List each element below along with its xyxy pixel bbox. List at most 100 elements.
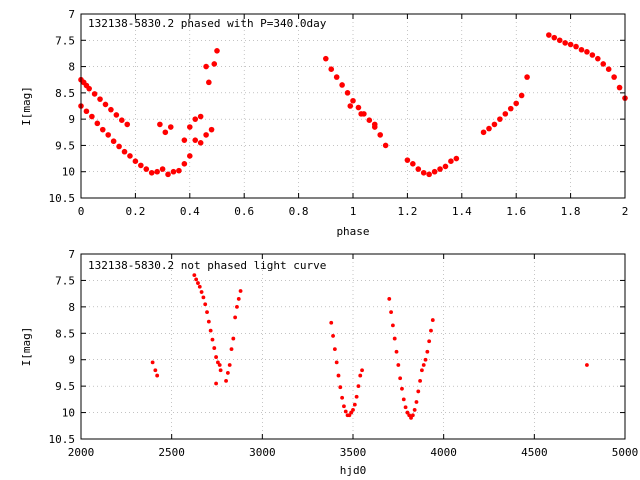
- data-point: [407, 413, 412, 418]
- data-point: [208, 126, 215, 133]
- data-point: [420, 368, 424, 373]
- data-point: [354, 394, 359, 399]
- data-point: [342, 404, 346, 409]
- x-tick-label: 0.8: [289, 205, 309, 218]
- data-point: [110, 138, 117, 145]
- data-point: [83, 108, 90, 115]
- x-tick-label: 3500: [340, 446, 367, 459]
- data-point: [210, 337, 215, 342]
- top-axis-ticks: 0 0.2 0.4 0.6 0.8 1 1.2 1.4 1.6 1.8 2 7 7.5 8 8.5 9 9.5 1…: [49, 8, 629, 218]
- data-point: [99, 126, 106, 133]
- data-point: [165, 171, 171, 178]
- data-point: [358, 373, 363, 378]
- x-tick-label: 1: [350, 205, 357, 218]
- data-point: [349, 410, 354, 415]
- y-tick-label: 8.5: [55, 87, 75, 100]
- data-point: [351, 408, 355, 412]
- data-point: [333, 74, 340, 80]
- x-tick-label: 3000: [249, 446, 276, 459]
- data-point: [216, 360, 220, 365]
- data-point: [162, 129, 169, 136]
- data-point: [418, 378, 422, 383]
- data-point: [199, 290, 204, 294]
- data-point: [480, 129, 487, 136]
- data-point: [491, 121, 498, 128]
- y-tick-label: 7.5: [55, 274, 75, 287]
- data-point: [89, 113, 95, 120]
- data-point: [382, 142, 389, 149]
- y-tick-label: 10: [62, 166, 75, 179]
- data-point: [124, 121, 131, 128]
- top-chart-title: 132138-5830.2 phased with P=340.0day: [88, 17, 327, 30]
- y-tick-label: 9.5: [55, 380, 75, 393]
- data-point: [389, 310, 393, 315]
- data-point: [334, 360, 339, 365]
- data-point: [421, 363, 426, 367]
- data-point: [332, 347, 337, 352]
- data-point: [181, 161, 188, 167]
- x-tick-label: 5000: [612, 446, 639, 459]
- data-point: [410, 161, 416, 167]
- data-point: [403, 405, 408, 410]
- data-point: [556, 37, 563, 44]
- bottom-chart-title: 132138-5830.2 not phased light curve: [88, 259, 326, 272]
- data-point: [225, 371, 230, 375]
- data-point: [113, 112, 120, 118]
- bottom-x-axis-label: hjd0: [340, 464, 367, 477]
- data-point: [192, 273, 197, 278]
- bottom-panel-unphased: 2000 2500 3000 3500 4000 4500 5000 7 7.5 8 8.5 9 9.5…: [20, 248, 638, 477]
- data-point: [203, 302, 208, 307]
- top-panel-phased: 0 0.2 0.4 0.6 0.8 1 1.2 1.4 1.6 1.8 2 7 7.5 8 8.5 9 9.5 1…: [20, 8, 628, 238]
- data-point: [214, 355, 218, 359]
- data-point: [205, 310, 209, 315]
- data-point: [218, 368, 223, 373]
- y-tick-label: 10.5: [49, 433, 76, 446]
- data-point: [396, 363, 401, 367]
- data-point: [231, 336, 236, 341]
- data-point: [203, 63, 209, 70]
- data-point: [329, 320, 334, 325]
- data-point: [595, 55, 601, 62]
- data-point: [502, 111, 509, 117]
- data-point: [214, 381, 218, 386]
- data-point: [235, 304, 239, 309]
- data-point: [143, 166, 150, 172]
- data-point: [425, 349, 430, 354]
- data-point: [148, 169, 155, 176]
- data-point: [132, 158, 139, 164]
- data-point: [187, 124, 193, 130]
- data-point: [340, 395, 345, 400]
- data-point: [127, 153, 133, 159]
- data-point: [170, 168, 177, 175]
- data-point: [513, 100, 519, 107]
- data-point: [91, 91, 98, 97]
- data-point: [181, 137, 188, 143]
- data-point: [236, 297, 241, 301]
- data-point: [331, 334, 335, 338]
- data-point: [415, 166, 422, 172]
- data-point: [442, 163, 449, 170]
- data-point: [405, 410, 410, 415]
- data-point: [429, 328, 433, 333]
- data-point: [94, 120, 101, 127]
- data-point: [616, 84, 623, 91]
- data-point: [97, 96, 103, 102]
- data-point: [343, 409, 348, 414]
- bottom-axis-ticks: 2000 2500 3000 3500 4000 4500 5000 7 7.5 8 8.5 9 9.5…: [49, 248, 639, 459]
- data-point: [192, 116, 199, 122]
- data-point: [416, 389, 421, 394]
- data-point: [392, 336, 397, 341]
- data-point: [524, 74, 530, 80]
- data-point: [423, 357, 428, 362]
- data-point: [518, 92, 525, 99]
- bottom-data-points: [150, 273, 589, 420]
- data-point: [567, 41, 574, 48]
- data-point: [589, 52, 596, 58]
- data-point: [102, 101, 109, 108]
- data-point: [578, 46, 585, 53]
- data-point: [197, 113, 204, 120]
- data-point: [584, 49, 590, 55]
- y-tick-label: 8.5: [55, 327, 75, 340]
- data-point: [420, 169, 427, 176]
- data-point: [611, 74, 617, 80]
